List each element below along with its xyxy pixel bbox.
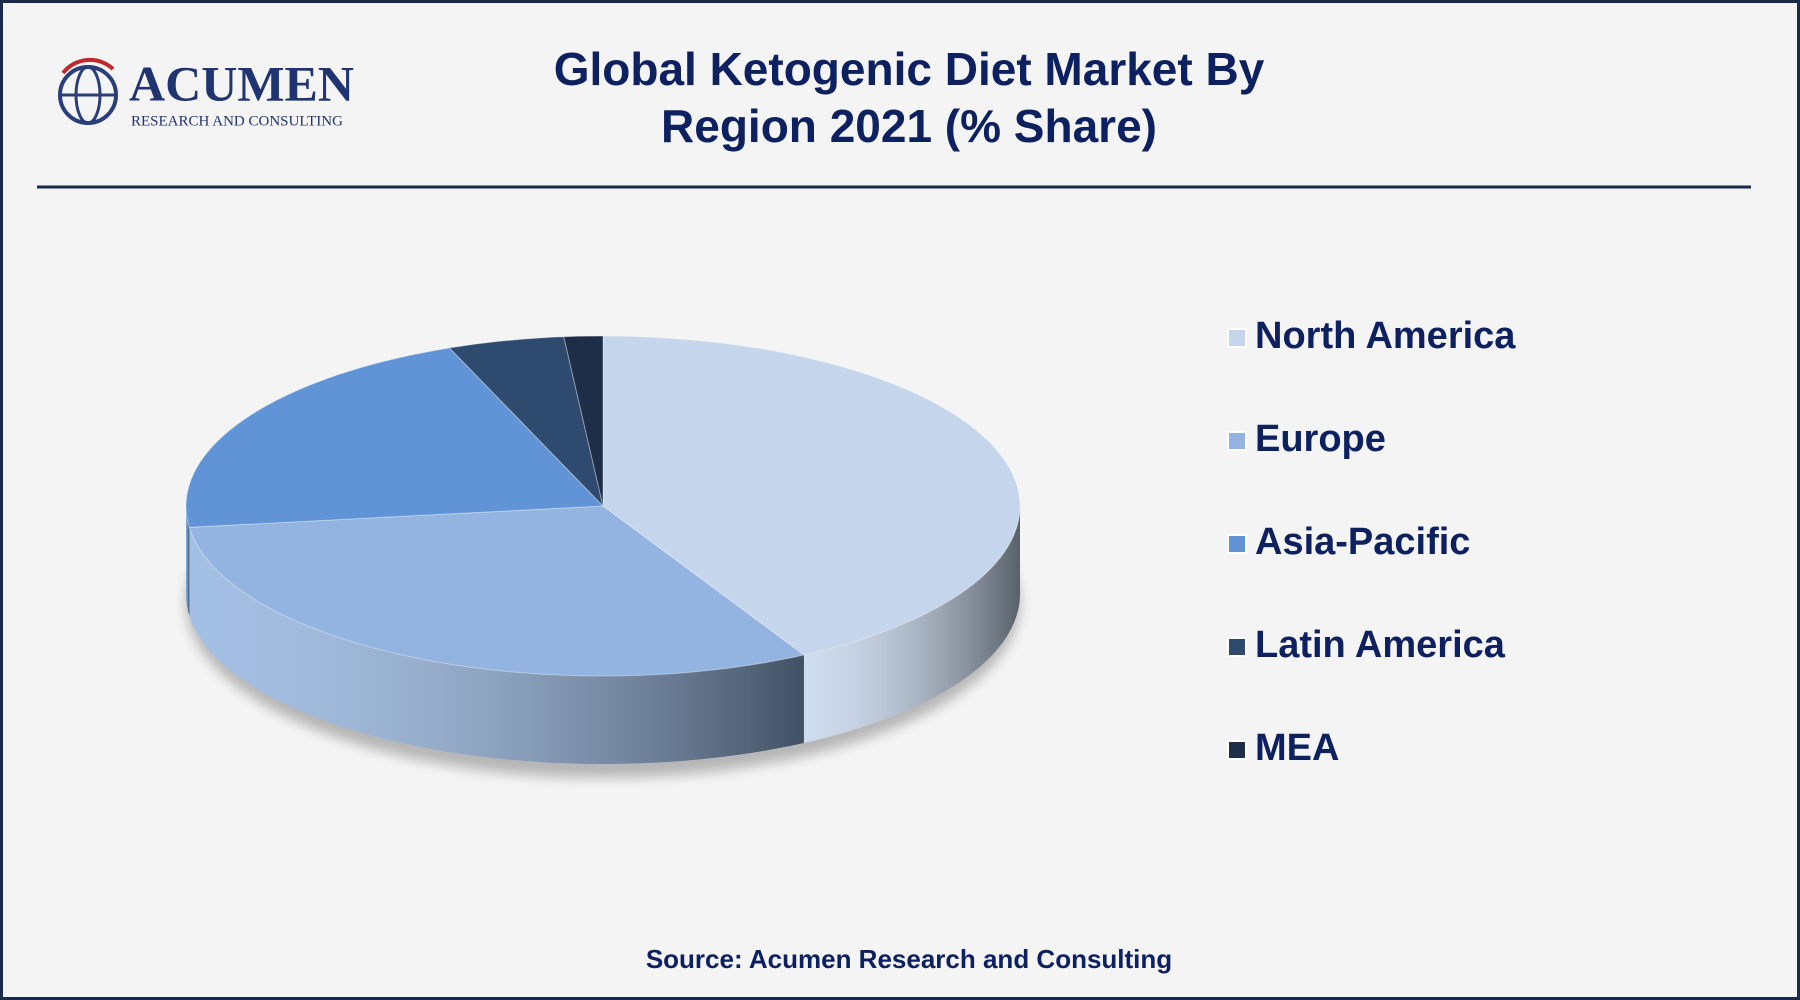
slice-side-shade	[803, 506, 1020, 743]
logo-name: ACUMEN	[129, 55, 354, 111]
pie	[185, 335, 1021, 764]
slice	[448, 336, 604, 508]
slice	[188, 505, 806, 677]
slice	[185, 347, 605, 528]
legend-swatch	[1227, 740, 1247, 760]
logo-arc	[61, 57, 115, 75]
legend-label: North America	[1255, 315, 1516, 357]
legend-swatch	[1227, 637, 1247, 657]
logo: ACUMEN RESEARCH AND CONSULTING	[58, 55, 354, 129]
source: Source: Acumen Research and Consulting	[646, 944, 1172, 974]
chart: ACUMEN RESEARCH AND CONSULTING North Ame…	[37, 55, 1751, 974]
logo-tagline: RESEARCH AND CONSULTING	[131, 113, 343, 129]
slice	[563, 335, 604, 507]
slice-side-shade	[189, 527, 804, 764]
legend-label: MEA	[1255, 727, 1339, 769]
legend: North America Europe Asia-Pacific Latin Ame…	[1227, 315, 1516, 769]
chart-title: Global Ketogenic Diet Market By Region 2…	[553, 43, 1265, 152]
legend-label: Asia-Pacific	[1255, 521, 1470, 563]
slice-side-shade	[186, 506, 190, 616]
legend-label: Latin America	[1255, 624, 1506, 666]
legend-label: Europe	[1255, 418, 1386, 460]
legend-swatch	[1227, 534, 1247, 554]
legend-swatch	[1227, 328, 1247, 348]
slice	[602, 335, 1021, 656]
legend-swatch	[1227, 431, 1247, 451]
